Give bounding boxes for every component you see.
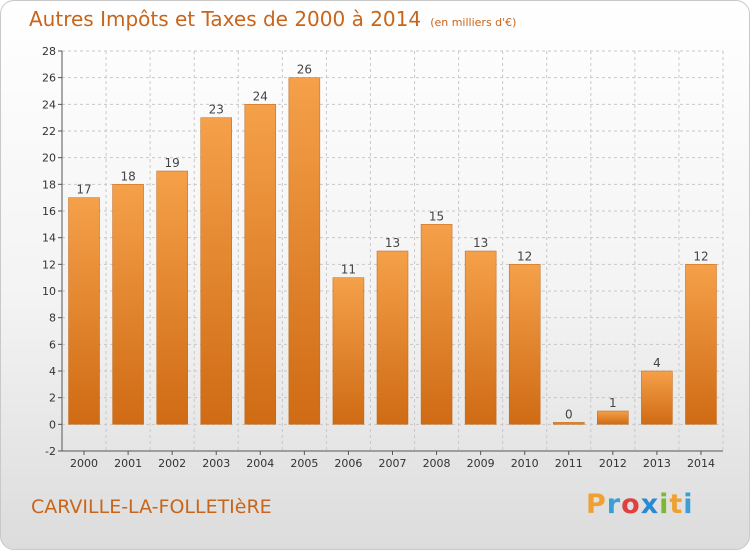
value-label: 17 <box>76 183 91 197</box>
logo-letter: i <box>659 489 670 520</box>
x-tick-label: 2006 <box>334 457 362 470</box>
y-tick-label: -2 <box>45 445 56 458</box>
value-label: 0 <box>565 407 573 421</box>
bar <box>332 277 365 425</box>
bar <box>200 117 232 425</box>
logo-letter: r <box>606 489 622 520</box>
x-tick-label: 2013 <box>643 457 671 470</box>
bar <box>288 77 321 425</box>
y-tick-label: 26 <box>42 72 56 85</box>
unit-text: (en milliers d'€) <box>430 16 517 29</box>
x-tick-label: 2011 <box>555 457 583 470</box>
y-tick-label: 6 <box>49 338 56 351</box>
value-label: 23 <box>209 103 224 117</box>
bar <box>244 104 277 425</box>
x-tick-label: 2009 <box>467 457 495 470</box>
bar <box>464 250 497 425</box>
y-tick-label: 12 <box>42 258 56 271</box>
logo-letter: i <box>683 489 694 520</box>
bar <box>420 224 453 425</box>
value-label: 12 <box>693 249 708 263</box>
logo-letter: x <box>640 489 660 520</box>
commune-name: CARVILLE-LA-FOLLETIèRE <box>31 496 272 518</box>
x-tick-label: 2002 <box>158 457 186 470</box>
y-tick-label: 28 <box>42 45 56 58</box>
logo-letter: o <box>621 489 641 520</box>
y-tick-label: 22 <box>42 125 56 138</box>
x-tick-label: 2010 <box>511 457 539 470</box>
value-label: 15 <box>429 209 444 223</box>
logo-letter: P <box>586 489 607 520</box>
bar <box>597 410 629 425</box>
x-tick-label: 2005 <box>290 457 318 470</box>
bar <box>68 197 100 425</box>
bar <box>376 250 409 425</box>
value-label: 26 <box>297 63 312 77</box>
axes <box>58 50 723 455</box>
bar <box>112 184 144 425</box>
y-tick-label: 2 <box>49 392 56 405</box>
y-tick-label: 20 <box>42 152 56 165</box>
value-label: 4 <box>653 356 661 370</box>
bar <box>508 264 541 425</box>
value-label: 12 <box>517 249 532 263</box>
value-label: 11 <box>341 263 356 277</box>
y-tick-label: 0 <box>49 418 56 431</box>
x-tick-label: 2008 <box>423 457 451 470</box>
proxiti-logo: Proxiti <box>586 489 694 520</box>
value-label: 13 <box>385 236 400 250</box>
bar <box>553 422 585 425</box>
value-label: 24 <box>253 89 268 103</box>
x-tick-label: 2004 <box>246 457 274 470</box>
value-label: 19 <box>165 156 180 170</box>
bars <box>68 77 717 425</box>
y-tick-label: 10 <box>42 285 56 298</box>
value-label: 1 <box>609 396 617 410</box>
bar <box>685 264 717 425</box>
labels: -202468101214161820222426281720001820011… <box>42 45 715 470</box>
y-tick-label: 24 <box>42 98 56 111</box>
bar <box>641 370 673 425</box>
y-tick-label: 4 <box>49 365 56 378</box>
y-tick-label: 8 <box>49 312 56 325</box>
title-text: Autres Impôts et Taxes de 2000 à 2014 <box>29 7 422 31</box>
bar <box>156 170 188 425</box>
x-tick-label: 2007 <box>379 457 407 470</box>
y-tick-label: 18 <box>42 178 56 191</box>
x-tick-label: 2000 <box>70 457 98 470</box>
x-tick-label: 2014 <box>687 457 715 470</box>
y-tick-label: 14 <box>42 232 56 245</box>
x-tick-label: 2001 <box>114 457 142 470</box>
x-tick-label: 2012 <box>599 457 627 470</box>
y-tick-label: 16 <box>42 205 56 218</box>
value-label: 13 <box>473 236 488 250</box>
x-tick-label: 2003 <box>202 457 230 470</box>
value-label: 18 <box>120 169 135 183</box>
logo-letter: t <box>669 489 684 520</box>
chart-title: Autres Impôts et Taxes de 2000 à 2014 (e… <box>29 7 516 31</box>
